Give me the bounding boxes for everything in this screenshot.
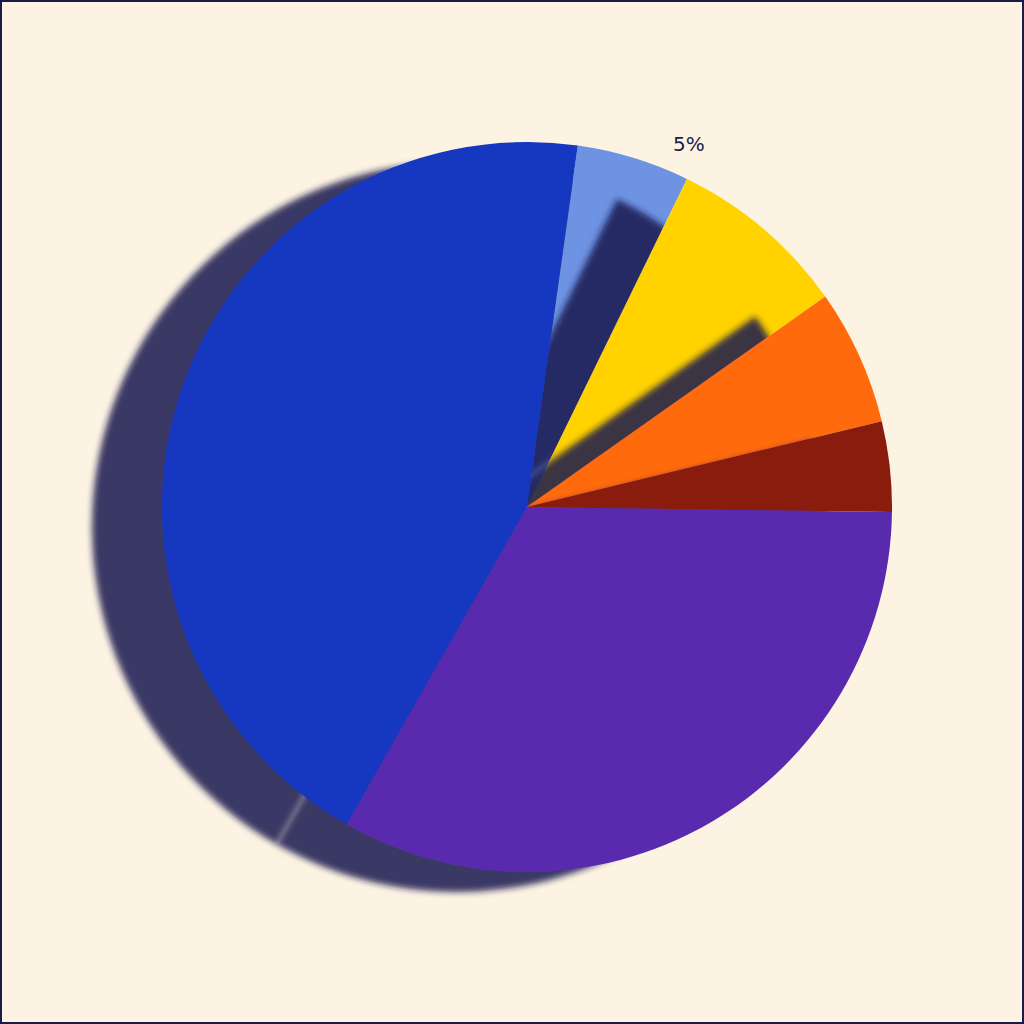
svg-text:5%: 5% (673, 132, 705, 156)
